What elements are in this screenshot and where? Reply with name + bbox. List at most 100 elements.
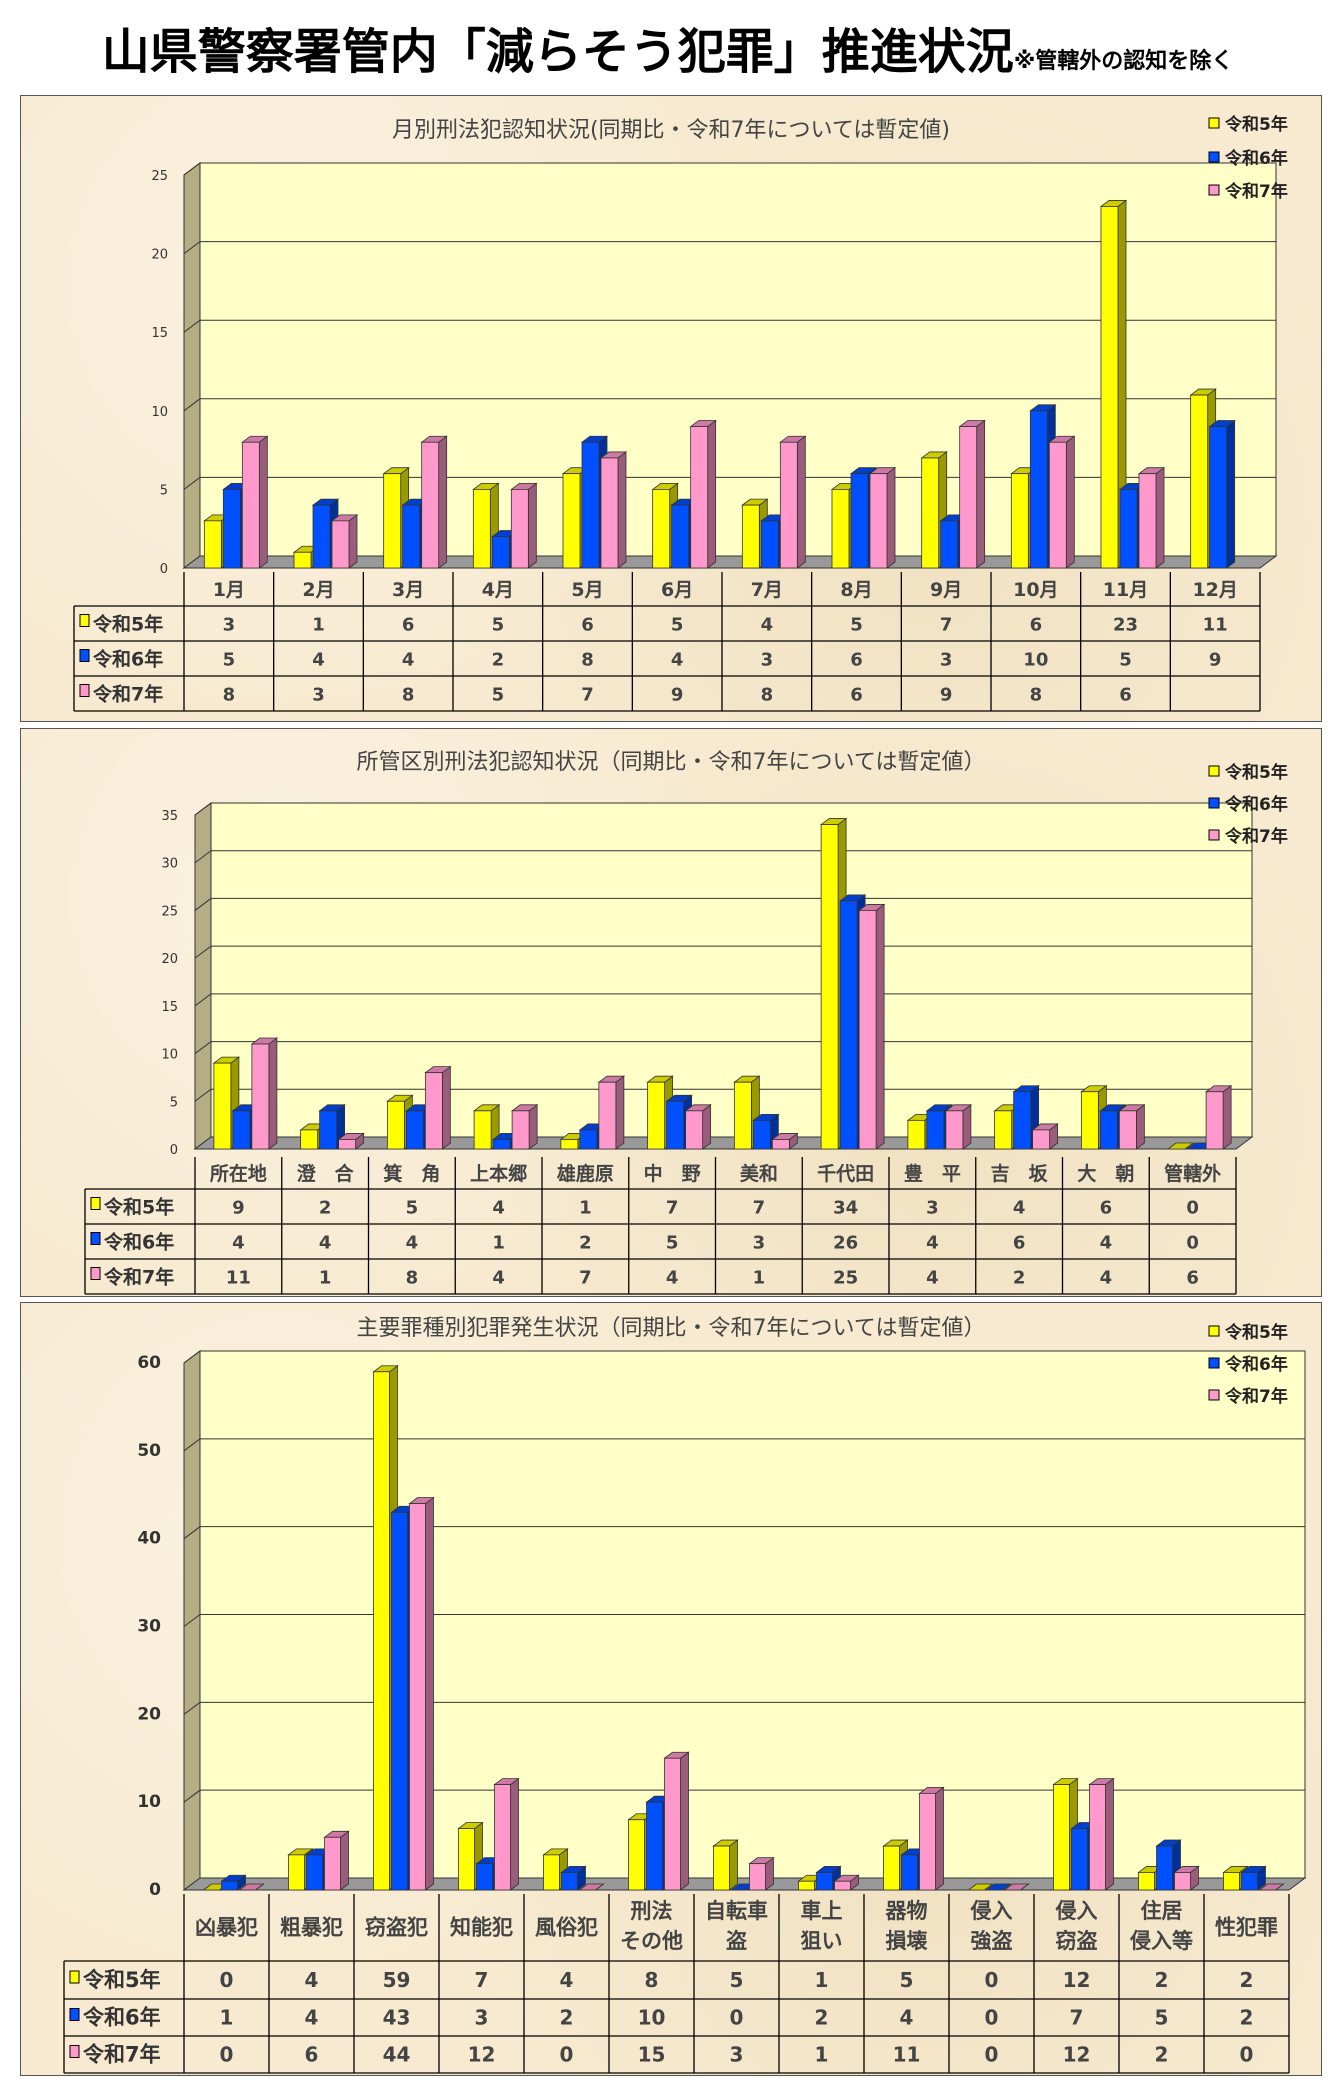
table-cell: 5 <box>492 685 505 706</box>
table-cell: 10 <box>638 2006 666 2030</box>
bar-front <box>883 1845 900 1891</box>
table-cell: 0 <box>985 1968 999 1992</box>
bar-front <box>741 504 760 569</box>
table-cell: 4 <box>492 1198 505 1219</box>
category-label: 9月 <box>930 579 962 601</box>
category-label: 中 野 <box>644 1162 701 1185</box>
title-text: 山県警察署管内「減らそう犯罪」推進状況 <box>101 24 1014 80</box>
bar-front <box>831 488 850 569</box>
bar-front <box>293 551 312 569</box>
bar <box>815 1865 842 1891</box>
bar-top <box>1003 1883 1030 1891</box>
category-label: 損壊 <box>886 1929 928 1953</box>
bar <box>420 435 448 569</box>
y-tick-label: 10 <box>161 1048 178 1063</box>
table-cell: 4 <box>1013 1198 1026 1219</box>
bar-front <box>1048 441 1067 569</box>
table-cell: 0 <box>985 2006 999 2030</box>
table-cell: 5 <box>900 1968 914 1992</box>
category-label: 粗暴犯 <box>280 1916 343 1940</box>
table-cell: 1 <box>312 615 325 636</box>
bar-front <box>1053 1784 1070 1891</box>
bar-front <box>405 1110 424 1150</box>
category-label: 5月 <box>571 579 603 601</box>
bar-side <box>976 419 986 569</box>
category-label: 大 朝 <box>1077 1162 1134 1185</box>
bar-front <box>319 1110 338 1150</box>
table-cell: 4 <box>305 1968 319 1992</box>
y-tick-label: 60 <box>137 1353 161 1373</box>
table-cell: 1 <box>220 2006 234 2030</box>
y-tick-label: 20 <box>161 952 178 967</box>
bar <box>684 1104 712 1150</box>
y-tick-label: 50 <box>137 1441 161 1461</box>
category-label: 車上 <box>801 1899 843 1923</box>
table-cell: 8 <box>402 685 415 706</box>
bar-front <box>994 1110 1013 1150</box>
bar-front <box>324 1836 341 1891</box>
legend-swatch <box>1208 765 1220 777</box>
table-cell: 25 <box>833 1268 858 1289</box>
legend-swatch <box>1208 117 1220 129</box>
table-cell: 2 <box>1155 2043 1169 2067</box>
side-wall <box>183 162 201 569</box>
table-cell: 4 <box>560 1968 574 1992</box>
y-tick-label: 15 <box>151 326 168 341</box>
plot-area <box>210 802 1253 1138</box>
row-label: 令和5年 <box>93 613 163 636</box>
bar-front <box>543 1854 560 1891</box>
bar-side <box>425 1496 434 1891</box>
bar-front <box>779 441 798 569</box>
gridline <box>194 802 1252 816</box>
table-cell: 4 <box>671 650 684 671</box>
bar-front <box>581 441 600 569</box>
row-label: 令和6年 <box>83 2006 161 2030</box>
legend-key <box>79 614 90 627</box>
table-cell: 5 <box>1119 650 1132 671</box>
category-label: 3月 <box>392 579 424 601</box>
bar <box>578 1883 605 1891</box>
bar-front <box>907 1119 926 1150</box>
bar-front <box>926 1110 945 1150</box>
bar <box>560 1865 587 1891</box>
table-cell: 6 <box>850 650 863 671</box>
table-cell: 8 <box>406 1268 419 1289</box>
category-label: 10月 <box>1013 579 1058 601</box>
title-note: ※管轄外の認知を除く <box>1013 49 1234 74</box>
category-label: 窃盗犯 <box>365 1916 428 1940</box>
category-label: 箕 角 <box>383 1162 440 1185</box>
category-label: 所在地 <box>210 1162 267 1185</box>
category-label: 8月 <box>840 579 872 601</box>
bar-front <box>458 1828 475 1891</box>
bar-front <box>850 473 869 569</box>
row-label: 令和6年 <box>93 648 163 671</box>
table-cell: 5 <box>223 650 236 671</box>
y-tick-label: 40 <box>137 1529 161 1549</box>
table-cell: 3 <box>753 1233 766 1254</box>
bar <box>868 466 897 569</box>
bar <box>944 1104 973 1150</box>
bar <box>712 1839 739 1891</box>
row-label: 令和7年 <box>104 1266 174 1289</box>
table-cell: 7 <box>579 1268 592 1289</box>
table-cell: 3 <box>312 685 325 706</box>
bar-top <box>1166 1142 1195 1150</box>
category-label: 4月 <box>482 579 514 601</box>
bar-front <box>839 900 858 1150</box>
bar-front <box>685 1110 704 1150</box>
bar-front <box>221 1880 238 1891</box>
table-cell: 6 <box>1100 1198 1113 1219</box>
bar-front <box>598 1081 617 1150</box>
bar-front <box>1156 1845 1173 1891</box>
table-cell: 5 <box>730 1968 744 1992</box>
bar <box>424 1065 452 1150</box>
gridline <box>183 1438 1305 1452</box>
bar-front <box>690 426 709 569</box>
bar <box>1099 199 1128 569</box>
chart-panel-district: 0 5 10 15 20 25 30 35 所管区別刑法犯認知状況（同期比・令和7年については暫… <box>20 728 1322 1297</box>
bar-front <box>203 520 222 569</box>
table-cell: 2 <box>1240 1968 1254 1992</box>
bar-front <box>1099 1110 1118 1150</box>
table-cell: 5 <box>850 615 863 636</box>
